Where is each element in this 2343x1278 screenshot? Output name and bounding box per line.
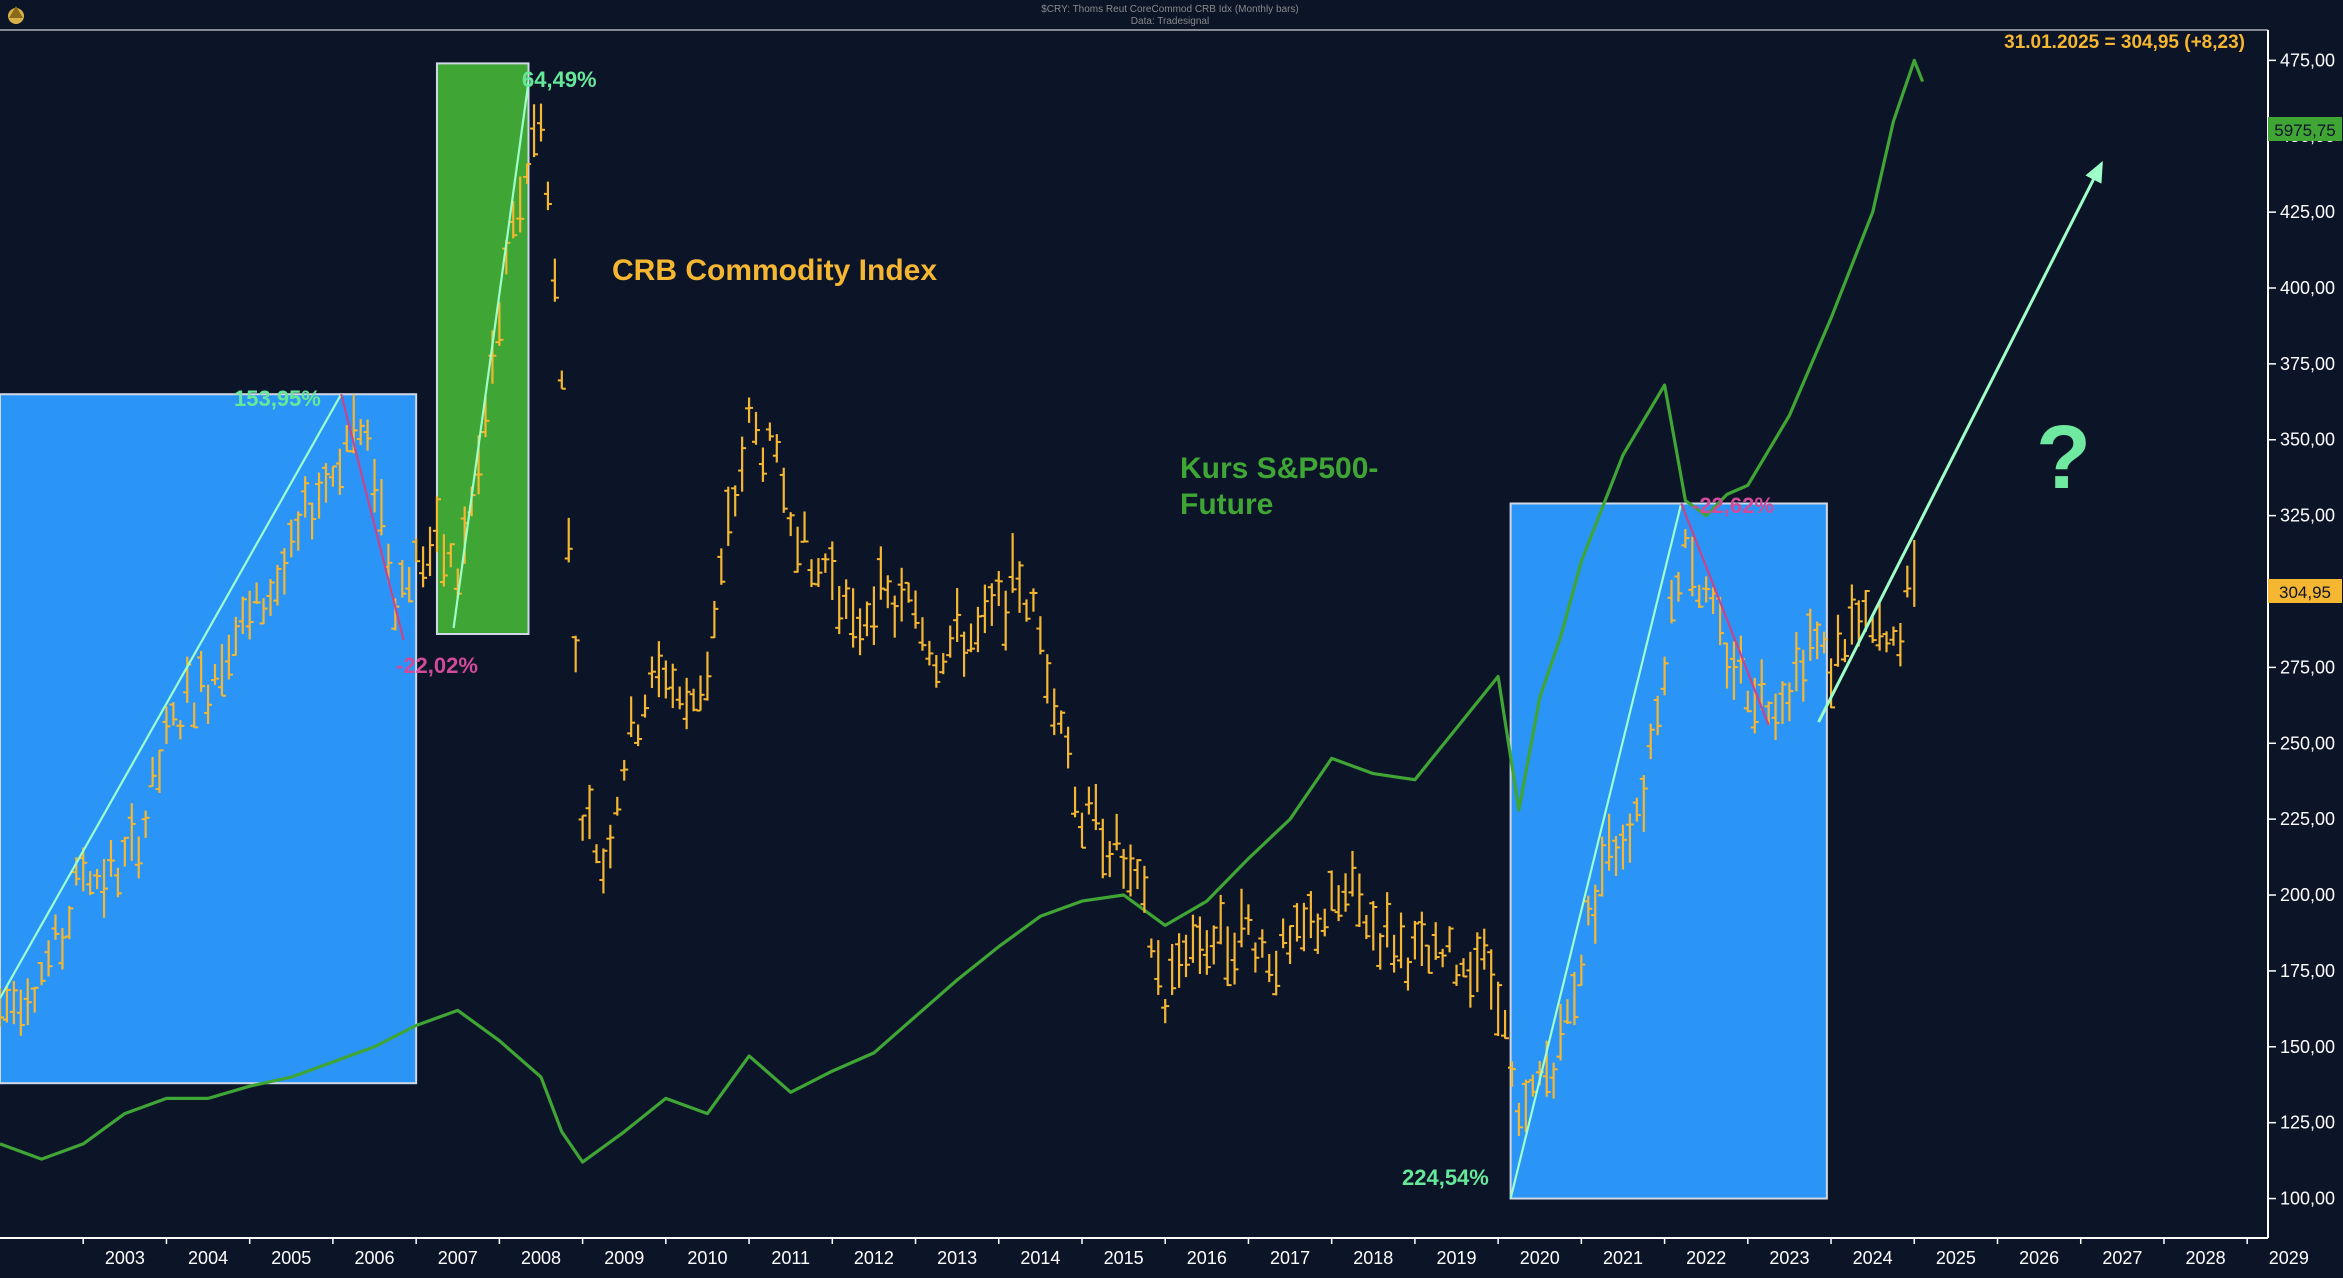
x-tick-label: 2014 xyxy=(1020,1248,1060,1268)
y-tick-label: 400,00 xyxy=(2280,278,2335,298)
y-tick-label: 275,00 xyxy=(2280,657,2335,677)
price-readout: 31.01.2025 = 304,95 (+8,23) xyxy=(2004,32,2245,53)
question-mark: ? xyxy=(2036,408,2091,508)
loss-2006-2007: -22,02% xyxy=(396,653,478,678)
sp500-label-line2: Future xyxy=(1180,488,1273,521)
gain-2007-2008: 64,49% xyxy=(522,67,597,92)
crb-label: CRB Commodity Index xyxy=(612,254,937,287)
x-tick-label: 2018 xyxy=(1353,1248,1393,1268)
y-tick-label: 175,00 xyxy=(2280,961,2335,981)
y-tick-label: 100,00 xyxy=(2280,1189,2335,1209)
x-tick-label: 2004 xyxy=(188,1248,228,1268)
y-tick-label: 325,00 xyxy=(2280,506,2335,526)
sp500-label-line1: Kurs S&P500- xyxy=(1180,452,1378,485)
axes xyxy=(0,29,2269,1239)
x-tick-label: 2020 xyxy=(1520,1248,1560,1268)
header-subtitle: Data: Tradesignal xyxy=(1131,16,1209,27)
header-title: $CRY: Thoms Reut CoreCommod CRB Idx (Mon… xyxy=(1041,4,1299,15)
highlight-box-0 xyxy=(0,393,418,1085)
y-tick-label: 225,00 xyxy=(2280,809,2335,829)
x-tick-label: 2005 xyxy=(271,1248,311,1268)
price-tag-sp500-text: 5975,75 xyxy=(2274,121,2335,140)
trend-line-2 xyxy=(452,81,530,629)
price-tag-crb-text: 304,95 xyxy=(2279,583,2331,602)
y-tick-label: 200,00 xyxy=(2280,885,2335,905)
crb-series xyxy=(0,103,1916,1136)
x-tick-label: 2017 xyxy=(1270,1248,1310,1268)
x-tick-label: 2003 xyxy=(105,1248,145,1268)
y-tick-label: 125,00 xyxy=(2280,1113,2335,1133)
trend-lines xyxy=(0,81,2103,1199)
x-tick-label: 2023 xyxy=(1769,1248,1809,1268)
x-tick-label: 2026 xyxy=(2019,1248,2059,1268)
trend-line-0 xyxy=(0,393,343,999)
x-tick-label: 2011 xyxy=(771,1248,810,1268)
logo-icon xyxy=(8,6,24,24)
x-tick-label: 2009 xyxy=(604,1248,644,1268)
x-tick-label: 2010 xyxy=(687,1248,727,1268)
x-tick-label: 2007 xyxy=(438,1248,478,1268)
price-tag-sp500: 5975,75 xyxy=(2268,117,2342,141)
gain-2003-2006: 153,95% xyxy=(234,386,321,411)
x-tick-label: 2008 xyxy=(521,1248,561,1268)
y-tick-label: 375,00 xyxy=(2280,354,2335,374)
x-tick-label: 2006 xyxy=(355,1248,395,1268)
sp500-line xyxy=(0,58,1925,1164)
y-tick-label: 350,00 xyxy=(2280,430,2335,450)
price-tag-crb: 304,95 xyxy=(2268,579,2342,603)
y-tick-label: 250,00 xyxy=(2280,733,2335,753)
x-tick-label: 2024 xyxy=(1853,1248,1893,1268)
trend-line-5 xyxy=(1817,160,2103,723)
x-tick-label: 2025 xyxy=(1936,1248,1976,1268)
y-tick-label: 150,00 xyxy=(2280,1037,2335,1057)
y-tick-label: 475,00 xyxy=(2280,50,2335,70)
highlight-box-2 xyxy=(1509,502,1828,1200)
trend-line-4 xyxy=(1680,503,1770,726)
x-axis-ticks: 2003 2004 2005 2006 2007 2008 2009 2010 2011 2012… xyxy=(82,1238,2309,1268)
trend-line-3 xyxy=(1509,503,1683,1199)
y-tick-label: 425,00 xyxy=(2280,202,2335,222)
x-tick-label: 2012 xyxy=(854,1248,894,1268)
x-tick-label: 2027 xyxy=(2102,1248,2142,1268)
x-tick-label: 2021 xyxy=(1603,1248,1643,1268)
highlight-box-1 xyxy=(435,62,530,635)
x-tick-label: 2019 xyxy=(1436,1248,1476,1268)
x-tick-label: 2022 xyxy=(1686,1248,1726,1268)
x-tick-label: 2015 xyxy=(1104,1248,1144,1268)
loss-2022-2023: -22,62% xyxy=(1692,493,1774,518)
x-tick-label: 2028 xyxy=(2186,1248,2226,1268)
trend-line-1 xyxy=(340,393,405,641)
x-tick-label: 2013 xyxy=(937,1248,977,1268)
sp500-series xyxy=(0,58,1925,1164)
highlight-boxes xyxy=(0,62,1828,1200)
gain-2020-2022: 224,54% xyxy=(1402,1165,1489,1190)
header: $CRY: Thoms Reut CoreCommod CRB Idx (Mon… xyxy=(1041,4,1299,27)
x-tick-label: 2016 xyxy=(1187,1248,1227,1268)
x-tick-label: 2029 xyxy=(2269,1248,2309,1268)
